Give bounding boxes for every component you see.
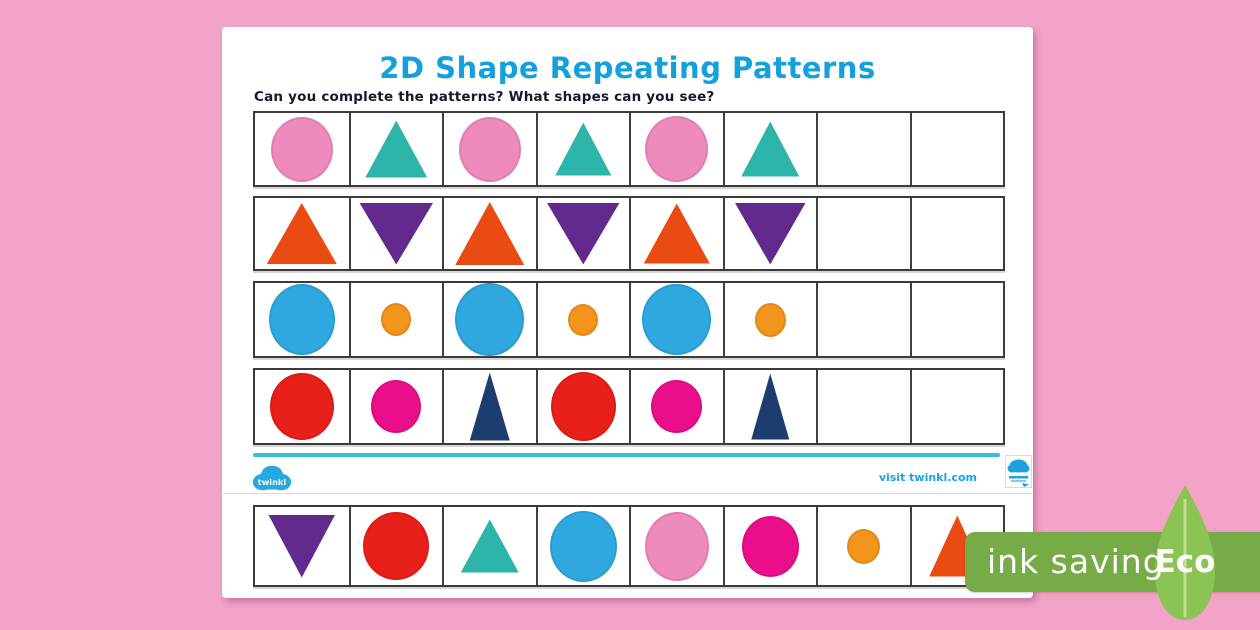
teal-triangle-up-shape [555, 122, 612, 176]
pattern-cell [442, 370, 536, 443]
pattern-cell [816, 507, 910, 585]
orangered-triangle-up-shape [643, 203, 710, 264]
pattern-cell [255, 507, 349, 585]
pattern-cell [722, 198, 817, 269]
pattern-cell [348, 370, 443, 443]
orange-circle-shape [754, 302, 786, 337]
pink-circle-shape [644, 511, 709, 581]
blue-circle-shape [268, 284, 335, 355]
orange-circle-shape [847, 528, 881, 564]
pink-circle-shape [458, 116, 521, 182]
orangered-triangle-up-shape [455, 202, 525, 265]
pattern-cell [816, 198, 910, 269]
answer-shape-row [253, 505, 1005, 587]
ink-saving-label: ink saving [987, 542, 1165, 581]
twinkl-logo-text: twinkl [258, 477, 287, 487]
teal-triangle-up-shape [741, 121, 800, 177]
pattern-cell [255, 113, 349, 185]
orangered-triangle-up-shape [266, 203, 337, 264]
pattern-cell [722, 507, 817, 585]
pattern-cell [629, 370, 723, 443]
pattern-cell [629, 283, 723, 356]
pattern-cell [442, 507, 536, 585]
pattern-row-2 [253, 196, 1005, 271]
pattern-cell [255, 283, 349, 356]
pattern-cell [348, 113, 443, 185]
visit-twinkl-link: visit twinkl.com [878, 471, 977, 484]
pattern-cell [909, 283, 1004, 356]
pattern-cell [816, 370, 910, 443]
orange-circle-shape [381, 303, 412, 336]
red-circle-shape [550, 372, 616, 441]
teal-triangle-up-shape [365, 120, 428, 178]
pattern-cell [535, 198, 630, 269]
eco-leaf-icon [1155, 485, 1215, 620]
teal-triangle-up-shape [460, 519, 519, 573]
pattern-cell [348, 283, 443, 356]
twinkl-quality-badge-icon [1005, 455, 1032, 488]
pattern-cell [535, 283, 630, 356]
red-circle-shape [269, 373, 334, 440]
magenta-circle-shape [741, 515, 799, 577]
pattern-cell [629, 507, 723, 585]
navy-triangle-up-shape [751, 373, 790, 440]
purple-triangle-down-shape [268, 514, 336, 578]
footer-rule [253, 453, 1000, 457]
pattern-cell [629, 198, 723, 269]
twinkl-logo-icon: twinkl [252, 465, 292, 491]
blue-circle-shape [642, 284, 712, 355]
worksheet-page: 2D Shape Repeating Patterns Can you comp… [222, 27, 1033, 598]
page-title: 2D Shape Repeating Patterns [379, 51, 876, 85]
pattern-cell [348, 198, 443, 269]
purple-triangle-down-shape [734, 202, 806, 265]
pattern-cell [442, 113, 536, 185]
pattern-cell [909, 198, 1004, 269]
pattern-cell [909, 113, 1004, 185]
magenta-circle-shape [651, 380, 703, 433]
purple-triangle-down-shape [359, 202, 434, 265]
pattern-cell [535, 507, 630, 585]
pattern-cell [442, 198, 536, 269]
pattern-cell [255, 370, 349, 443]
pattern-cell [629, 113, 723, 185]
pattern-cell [255, 198, 349, 269]
pattern-cell [816, 283, 910, 356]
purple-triangle-down-shape [546, 202, 620, 265]
pink-circle-shape [645, 116, 709, 182]
pattern-row-3 [253, 281, 1005, 358]
pattern-cell [722, 370, 817, 443]
orange-circle-shape [568, 303, 599, 336]
pattern-cell [909, 370, 1004, 443]
pattern-cell [348, 507, 443, 585]
pattern-cell [816, 113, 910, 185]
pink-circle-shape [270, 116, 333, 182]
red-circle-shape [363, 512, 430, 580]
worksheet-instructions: Can you complete the patterns? What shap… [254, 89, 715, 105]
eco-label: Eco [1154, 544, 1216, 580]
pattern-cell [722, 283, 817, 356]
pattern-cell [535, 113, 630, 185]
pattern-cell [722, 113, 817, 185]
pattern-cell [535, 370, 630, 443]
blue-circle-shape [549, 510, 617, 582]
scan-divider-line [222, 493, 1033, 494]
blue-circle-shape [455, 283, 525, 356]
magenta-circle-shape [371, 380, 422, 433]
pattern-row-1 [253, 111, 1005, 187]
pattern-cell [442, 283, 536, 356]
pattern-row-4 [253, 368, 1005, 445]
navy-triangle-up-shape [469, 372, 510, 441]
